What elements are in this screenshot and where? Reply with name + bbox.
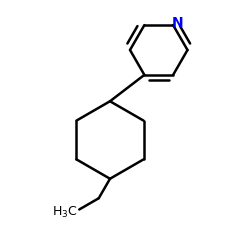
Text: N: N xyxy=(172,16,183,30)
Text: H$_3$C: H$_3$C xyxy=(52,204,78,220)
